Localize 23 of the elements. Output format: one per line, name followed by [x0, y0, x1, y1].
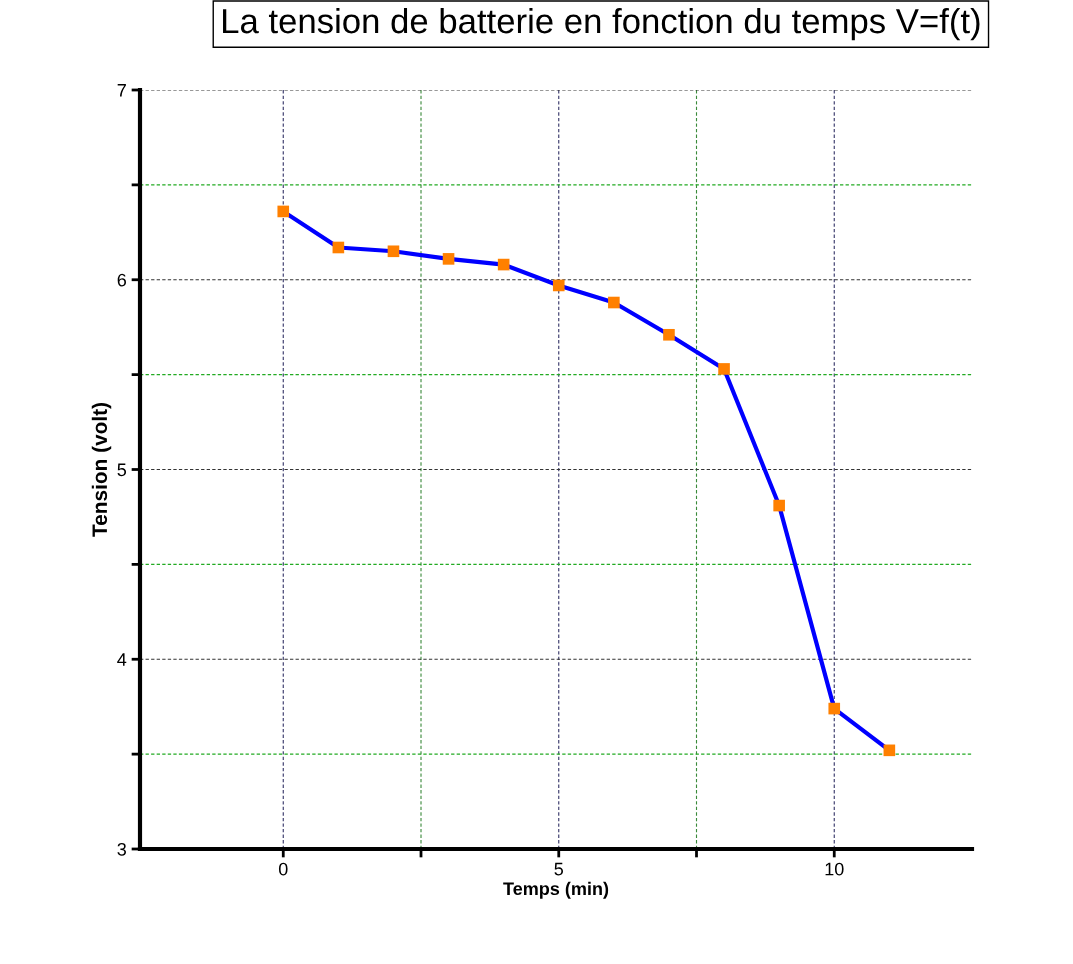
- point: [663, 328, 675, 341]
- point: [387, 245, 400, 258]
- y-tick-label: 6: [117, 273, 127, 287]
- point: [332, 241, 345, 254]
- y-tick-label: 5: [117, 463, 127, 477]
- chart-title: La tension de batterie en fonction du temps V=f(t): [223, 7, 980, 41]
- x-tick-label: 5: [554, 862, 564, 876]
- point: [718, 363, 730, 375]
- point: [828, 702, 841, 715]
- point: [497, 258, 510, 271]
- y-tick-label: 3: [117, 842, 127, 856]
- point: [442, 253, 455, 265]
- point: [608, 296, 620, 309]
- x-tick-label: 10: [825, 862, 844, 876]
- y-axis-title: Tension (volt): [91, 403, 112, 537]
- y-tick-label: 7: [117, 84, 126, 97]
- point: [773, 499, 785, 512]
- point: [883, 744, 896, 757]
- point: [277, 205, 290, 218]
- y-tick-label: 4: [117, 653, 127, 666]
- point: [552, 279, 565, 292]
- x-tick-label: 0: [278, 862, 288, 876]
- x-axis-title: Temps (min): [503, 881, 609, 899]
